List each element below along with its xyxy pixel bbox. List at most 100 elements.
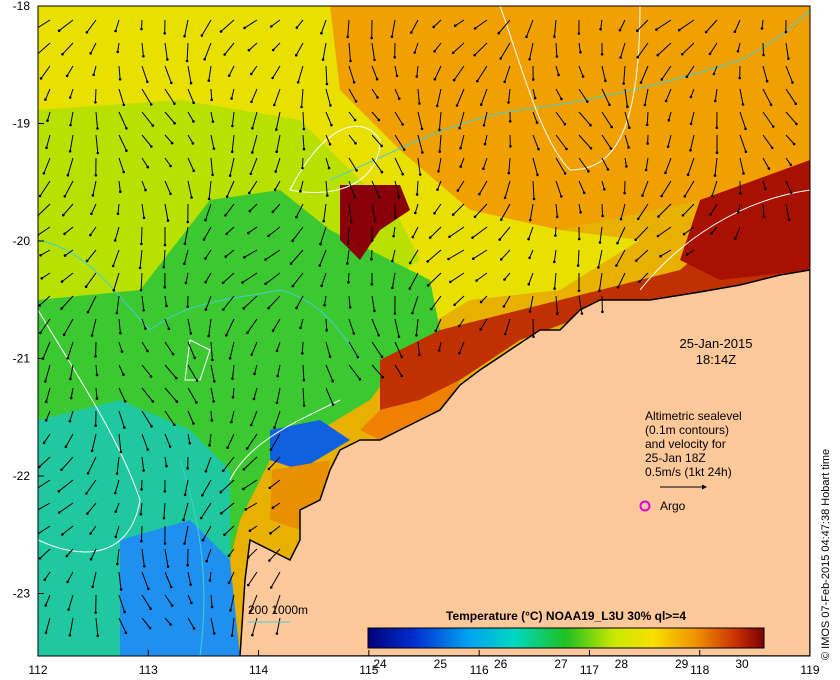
velocity-vector-head — [503, 80, 507, 84]
velocity-vector — [348, 134, 356, 144]
velocity-vector-head — [96, 127, 99, 130]
velocity-vector-head — [456, 189, 460, 192]
lat-tick-label: -20 — [13, 234, 31, 248]
velocity-vector — [617, 272, 626, 288]
velocity-vector — [656, 19, 672, 31]
velocity-vector-head — [123, 399, 127, 403]
velocity-vector-head — [210, 98, 213, 102]
velocity-vector-head — [248, 191, 251, 195]
velocity-vector-head — [43, 578, 47, 581]
velocity-vector — [555, 203, 558, 217]
velocity-vector-head — [151, 124, 155, 127]
velocity-vector-head — [689, 148, 692, 152]
velocity-vector-head — [167, 327, 171, 331]
velocity-vector — [187, 111, 194, 122]
velocity-vector — [118, 433, 122, 452]
velocity-vector-head — [400, 374, 404, 378]
velocity-vector-head — [60, 280, 64, 283]
velocity-vector — [201, 479, 212, 496]
velocity-vector — [657, 42, 672, 56]
velocity-vector — [226, 180, 235, 197]
velocity-vector-head — [170, 604, 174, 607]
velocity-vector — [230, 410, 235, 423]
velocity-vector — [348, 88, 357, 102]
velocity-vector — [785, 88, 797, 105]
velocity-vector — [686, 249, 695, 255]
velocity-vector — [114, 226, 120, 241]
lon-tick-label: 112 — [28, 663, 47, 677]
velocity-vector — [210, 364, 215, 382]
argo-marker[interactable] — [639, 500, 651, 512]
velocity-vector — [164, 203, 169, 221]
velocity-vector-head — [737, 210, 740, 214]
velocity-vector — [667, 134, 672, 147]
velocity-vector-head — [563, 122, 567, 126]
velocity-vector-head — [205, 559, 208, 563]
velocity-vector-head — [415, 193, 419, 196]
velocity-vector — [220, 479, 235, 493]
velocity-vector-head — [710, 232, 713, 235]
velocity-vector — [532, 134, 539, 150]
velocity-vector-head — [247, 583, 250, 587]
velocity-vector — [140, 226, 143, 244]
velocity-vector-head — [246, 331, 249, 335]
velocity-vector — [429, 226, 442, 238]
velocity-vector-head — [247, 231, 250, 235]
velocity-vector-head — [57, 29, 61, 32]
velocity-vector — [210, 410, 213, 421]
velocity-vector-head — [44, 631, 48, 634]
velocity-vector-head — [787, 218, 791, 222]
velocity-vector — [657, 226, 672, 237]
velocity-vector — [248, 226, 258, 234]
velocity-vector-head — [275, 401, 279, 405]
velocity-vector — [300, 318, 304, 329]
velocity-vector — [325, 180, 328, 196]
velocity-vector — [248, 180, 258, 194]
velocity-vector-head — [42, 441, 46, 445]
velocity-vector — [737, 203, 741, 213]
velocity-vector-head — [319, 242, 322, 246]
velocity-vector-head — [536, 173, 539, 177]
velocity-vector-head — [532, 197, 536, 201]
velocity-vector — [665, 157, 672, 173]
velocity-vector-head — [247, 48, 251, 52]
velocity-vector-head — [250, 100, 253, 104]
velocity-vector-head — [140, 539, 143, 543]
velocity-vector-head — [186, 467, 189, 470]
velocity-vector-head — [273, 103, 276, 107]
velocity-vector — [43, 157, 51, 174]
land-mainland — [239, 269, 810, 656]
velocity-vector-head — [762, 215, 766, 218]
velocity-vector-head — [619, 56, 622, 59]
colorbar-tick-label: 30 — [735, 657, 749, 671]
velocity-vector-head — [645, 123, 649, 127]
velocity-vector-head — [267, 234, 270, 238]
velocity-vector-head — [200, 34, 204, 37]
velocity-vector-head — [418, 353, 421, 357]
velocity-vector-head — [169, 164, 172, 168]
velocity-vector — [44, 364, 51, 382]
velocity-vector — [200, 502, 212, 519]
velocity-vector — [661, 65, 672, 80]
velocity-vector-head — [65, 554, 69, 558]
velocity-vector-head — [657, 215, 660, 218]
velocity-vector-head — [63, 232, 66, 236]
velocity-vector-head — [116, 50, 119, 54]
velocity-vector-head — [253, 372, 256, 376]
velocity-vector-head — [426, 284, 430, 287]
velocity-vector-head — [213, 380, 216, 383]
velocity-vector-head — [352, 332, 356, 335]
velocity-vector-head — [44, 380, 47, 383]
velocity-vector — [222, 272, 235, 284]
velocity-vector-head — [556, 312, 559, 316]
velocity-vector-head — [230, 420, 233, 424]
velocity-vector — [141, 318, 146, 329]
velocity-vector — [95, 134, 99, 153]
velocity-vector-head — [244, 508, 248, 511]
velocity-vector — [499, 226, 511, 240]
colorbar — [367, 627, 765, 649]
velocity-vector-head — [68, 633, 72, 637]
velocity-vector-head — [165, 304, 168, 308]
velocity-vector — [394, 157, 404, 175]
velocity-vector-head — [291, 239, 294, 242]
